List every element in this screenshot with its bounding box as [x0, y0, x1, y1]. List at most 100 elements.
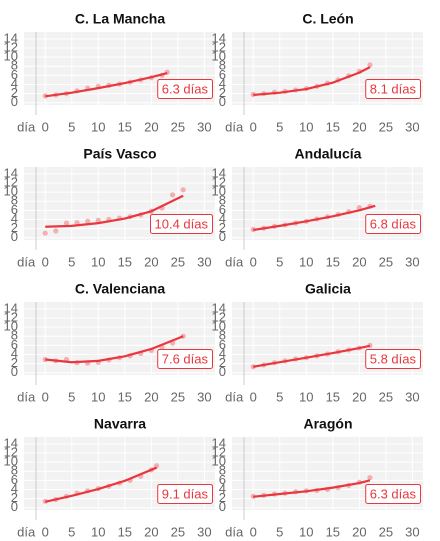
x-tick-label: 5	[68, 389, 75, 404]
panel-title: Andalucía	[295, 146, 362, 162]
x-tick-label: 10	[91, 389, 105, 404]
panel-title: C. La Mancha	[75, 11, 165, 27]
y-tick-label: 4	[219, 211, 226, 226]
x-tick-label: 30	[197, 524, 211, 539]
y-tick-label: 6	[219, 472, 226, 487]
x-tick-label: 5	[68, 119, 75, 134]
x-tick-label: 15	[326, 389, 340, 404]
y-tick-label: 4	[219, 346, 226, 361]
data-point	[85, 218, 91, 224]
y-tick-label: 0	[219, 499, 226, 514]
y-tick-label: 8	[11, 58, 18, 73]
y-tick-label: 12	[212, 39, 226, 54]
y-tick-label: 12	[4, 39, 18, 54]
y-tick-label: 10	[212, 319, 226, 334]
x-axis-label: día	[225, 524, 244, 539]
x-tick-label: 15	[118, 389, 132, 404]
y-tick-label: 8	[11, 328, 18, 343]
y-tick-label: 14	[212, 165, 226, 180]
x-axis-label: día	[17, 389, 36, 404]
x-tick-label: 10	[299, 524, 313, 539]
fit-line	[44, 466, 158, 503]
annotation: 7.6 días	[162, 351, 209, 366]
panel-title: C. Valenciana	[75, 281, 165, 297]
y-tick-label: 14	[212, 30, 226, 45]
data-point	[367, 475, 373, 481]
panel-title: Aragón	[304, 416, 353, 432]
x-tick-label: 20	[144, 119, 158, 134]
y-tick-label: 12	[212, 444, 226, 459]
y-tick-label: 14	[212, 435, 226, 450]
x-tick-label: 25	[171, 524, 185, 539]
x-tick-label: 30	[197, 119, 211, 134]
data-point	[42, 356, 48, 363]
x-axis-label: día	[225, 119, 244, 134]
x-tick-label: 10	[299, 389, 313, 404]
x-tick-label: 30	[405, 389, 419, 404]
y-tick-label: 14	[4, 300, 18, 315]
y-tick-label: 6	[219, 67, 226, 82]
x-tick-label: 30	[405, 119, 419, 134]
x-tick-label: 15	[326, 119, 340, 134]
annotation: 5.8 días	[370, 351, 417, 366]
x-tick-label: 15	[326, 254, 340, 269]
annotation: 6.3 días	[162, 81, 209, 96]
y-tick-label: 2	[219, 220, 226, 235]
y-tick-label: 10	[212, 49, 226, 64]
data-point	[53, 228, 59, 234]
annotation-box	[365, 213, 421, 234]
y-tick-label: 0	[219, 229, 226, 244]
x-tick-label: 25	[379, 389, 393, 404]
annotation-box	[157, 348, 213, 369]
annotation: 9.1 días	[162, 486, 209, 501]
y-tick-label: 2	[219, 490, 226, 505]
y-tick-label: 2	[11, 355, 18, 370]
x-tick-label: 25	[171, 389, 185, 404]
x-tick-label: 0	[42, 524, 49, 539]
data-point	[367, 62, 373, 68]
x-tick-label: 0	[42, 389, 49, 404]
y-tick-label: 10	[4, 454, 18, 469]
y-tick-label: 12	[212, 174, 226, 189]
x-tick-label: 10	[91, 524, 105, 539]
fit-line	[45, 194, 184, 228]
x-tick-label: 0	[250, 524, 257, 539]
x-tick-label: 10	[299, 254, 313, 269]
x-tick-label: 5	[276, 524, 283, 539]
y-tick-label: 14	[4, 165, 18, 180]
fit-line	[253, 66, 371, 97]
x-tick-label: 5	[68, 524, 75, 539]
x-tick-label: 15	[118, 524, 132, 539]
fit-line	[253, 344, 371, 368]
panel-title: País Vasco	[83, 146, 156, 162]
x-tick-label: 0	[42, 119, 49, 134]
y-tick-label: 0	[11, 229, 18, 244]
panel-title: Galicia	[305, 281, 351, 297]
y-tick-label: 14	[4, 30, 18, 45]
x-tick-label: 20	[144, 389, 158, 404]
y-tick-label: 4	[11, 346, 18, 361]
x-axis-label: día	[17, 254, 36, 269]
annotation: 6.8 días	[370, 216, 417, 231]
x-tick-label: 15	[118, 119, 132, 134]
data-point	[169, 192, 176, 198]
x-axis-label: día	[17, 119, 36, 134]
x-axis-label: día	[225, 389, 244, 404]
x-tick-label: 5	[276, 119, 283, 134]
y-tick-label: 4	[11, 211, 18, 226]
y-tick-label: 10	[212, 184, 226, 199]
x-tick-label: 0	[250, 389, 257, 404]
y-tick-label: 6	[11, 67, 18, 82]
annotation-box	[150, 213, 213, 234]
y-tick-label: 6	[219, 337, 226, 352]
y-tick-label: 12	[4, 444, 18, 459]
x-tick-label: 25	[171, 254, 185, 269]
y-tick-label: 0	[219, 94, 226, 109]
x-tick-label: 10	[299, 119, 313, 134]
